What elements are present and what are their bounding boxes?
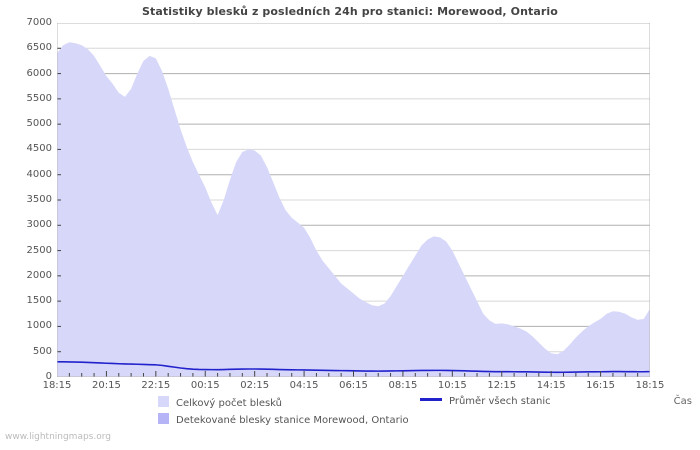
y-axis-tick-label: 7000 — [26, 17, 52, 28]
y-axis-tick-label: 500 — [32, 345, 52, 357]
y-axis-tick-label: 1500 — [26, 295, 52, 307]
y-axis-tick-label: 3000 — [26, 219, 52, 231]
x-axis-tick-label: 22:15 — [141, 380, 171, 391]
plot-svg — [57, 23, 650, 377]
legend-label-total: Celkový počet blesků — [176, 398, 283, 409]
axis-tick-marks — [57, 23, 650, 377]
x-axis-tick-labels: 18:15 20:15 22:15 00:15 02:15 04:15 06:15 08:15… — [0, 381, 700, 397]
x-axis-tick-label: 12:15 — [487, 380, 517, 391]
y-axis-tick-label: 6000 — [26, 67, 52, 79]
legend-item-station[interactable]: Detekované blesky stanice Morewood, Onta… — [158, 413, 409, 426]
chart-legend: Celkový počet blesků Detekované blesky s… — [0, 394, 700, 428]
legend-item-total[interactable]: Celkový počet blesků — [158, 396, 282, 409]
x-axis-tick-label: 02:15 — [240, 380, 270, 391]
y-axis-tick-label: 3500 — [26, 194, 52, 205]
legend-label-average: Průměr všech stanic — [449, 396, 551, 407]
x-axis-tick-label: 06:15 — [339, 380, 368, 391]
legend-swatch-station-icon — [158, 413, 169, 424]
legend-item-average[interactable]: Průměr všech stanic — [420, 396, 551, 407]
y-axis-tick-label: 1000 — [26, 320, 52, 332]
x-axis-tick-label: 18:15 — [42, 380, 72, 391]
y-axis-tick-label: 2000 — [26, 269, 52, 281]
footer-watermark: www.lightningmaps.org — [5, 432, 111, 442]
x-axis-title: Čas — [673, 396, 692, 407]
x-axis-tick-label: 10:15 — [437, 380, 467, 391]
y-axis-tick-label: 2500 — [26, 244, 52, 256]
legend-line-average-icon — [420, 398, 442, 401]
y-axis-tick-label: 4500 — [26, 143, 52, 155]
y-axis-tick-label: 4000 — [26, 168, 52, 180]
series-line-average — [57, 361, 650, 374]
y-axis-tick-labels: 0 500 1000 1500 2000 2500 3000 3500 4000 4500 5000… — [0, 0, 52, 450]
x-axis-tick-label: 20:15 — [91, 380, 121, 391]
y-axis-tick-label: 5000 — [26, 118, 52, 130]
x-axis-tick-label: 16:15 — [586, 380, 615, 391]
legend-swatch-total-icon — [158, 396, 169, 407]
x-axis-tick-label: 14:15 — [536, 380, 566, 391]
series-lines — [57, 361, 650, 374]
series-area-0 — [57, 42, 650, 377]
x-axis-tick-label: 04:15 — [289, 380, 319, 391]
legend-label-station: Detekované blesky stanice Morewood, Onta… — [176, 415, 409, 426]
plot-area — [57, 23, 650, 377]
y-axis-tick-label: 5500 — [26, 92, 52, 104]
page-title: Statistiky blesků z posledních 24h pro s… — [142, 5, 558, 18]
series-areas — [57, 42, 650, 377]
y-axis-tick-label: 6500 — [26, 42, 52, 54]
x-axis-tick-label: 18:15 — [635, 380, 665, 391]
x-axis-tick-label: 08:15 — [388, 380, 418, 391]
y-axis-tick-label: 0 — [45, 371, 52, 382]
x-axis-tick-label: 00:15 — [190, 380, 220, 391]
